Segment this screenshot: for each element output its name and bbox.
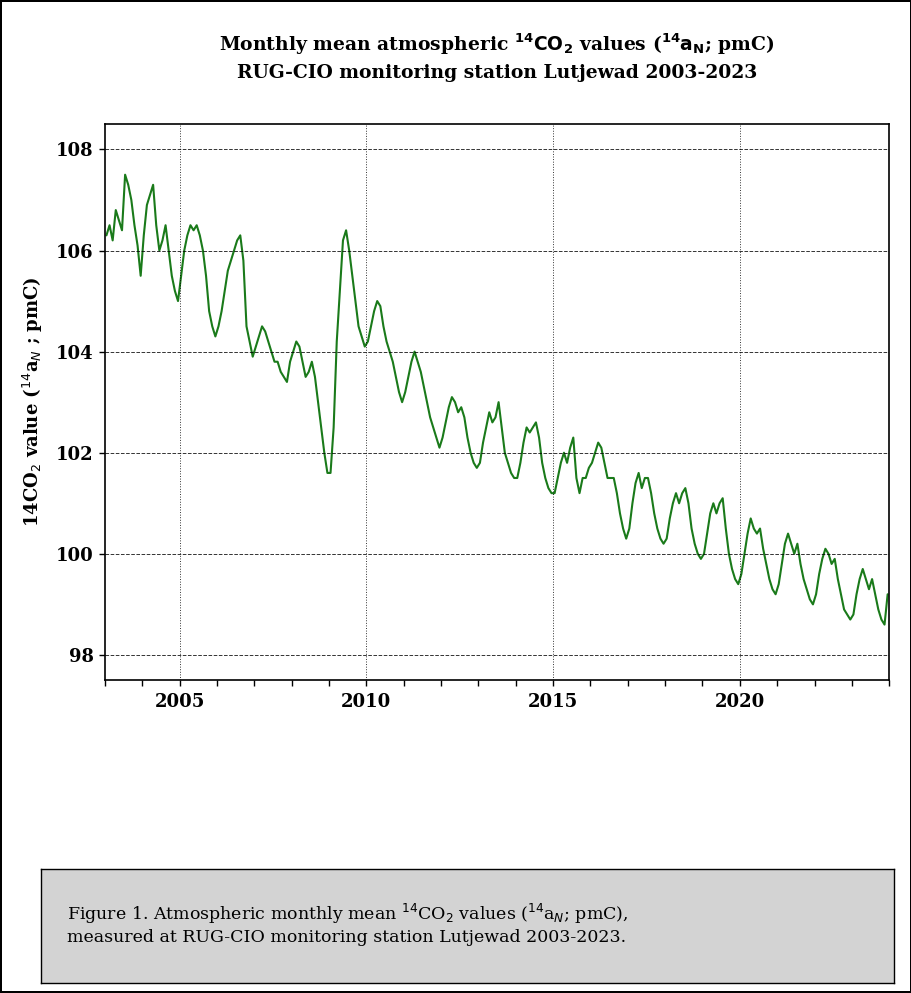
Text: Monthly mean atmospheric $\mathbf{^{14}CO_2}$ values ($\mathbf{^{14}a_N}$; pmC): Monthly mean atmospheric $\mathbf{^{14}C…	[219, 32, 774, 58]
Y-axis label: 14CO$_2$ value ($^{14}$a$_N$ ; pmC): 14CO$_2$ value ($^{14}$a$_N$ ; pmC)	[21, 277, 45, 527]
Text: RUG-CIO monitoring station Lutjewad 2003-2023: RUG-CIO monitoring station Lutjewad 2003…	[237, 65, 756, 82]
Text: Figure 1. Atmospheric monthly mean $^{14}$CO$_2$ values ($^{14}$a$_N$; pmC),
mea: Figure 1. Atmospheric monthly mean $^{14…	[67, 902, 628, 945]
